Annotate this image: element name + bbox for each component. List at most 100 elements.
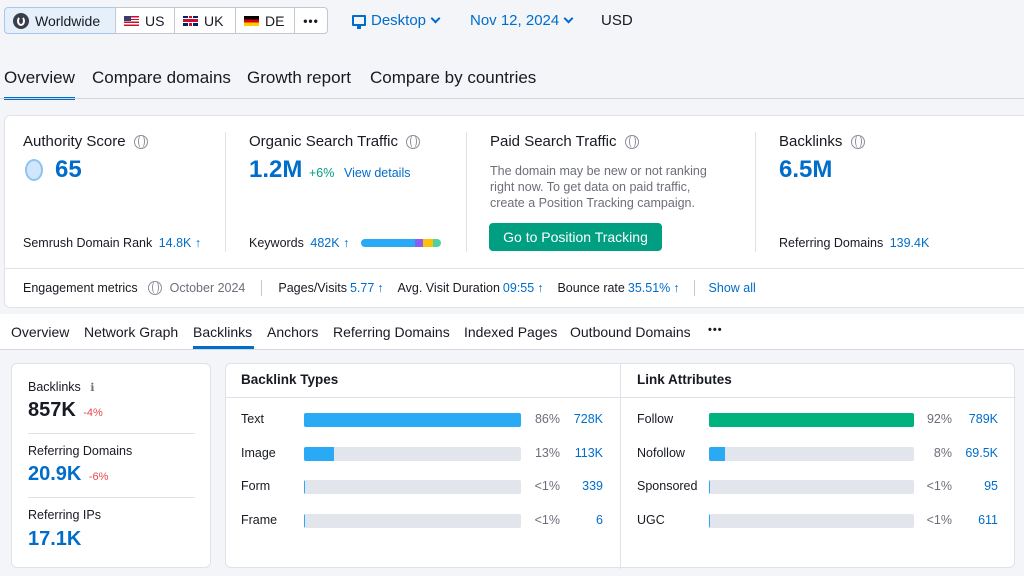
info-globe-icon[interactable] [133,135,148,150]
bounce-rate-value: 35.51% [627,281,671,295]
referring-domains-stat: Referring Domains 139.4K [779,236,930,250]
visit-duration-label: Avg. Visit Duration [397,281,500,295]
desktop-icon [352,15,366,29]
globe-icon [13,12,29,29]
show-all-link[interactable]: Show all [708,281,756,295]
arrow-up-icon: ↑ [537,281,544,295]
distribution-card [225,363,1016,569]
authority-score-circle-icon [25,159,43,181]
sub-tab-indexed-pages[interactable]: Indexed Pages [464,324,558,340]
sub-tab-anchors[interactable]: Anchors [267,324,319,340]
backlink-type-count[interactable]: 6 [596,512,603,527]
stat-referring-ips-value[interactable]: 17.1K [28,528,82,550]
sub-tab-backlinks[interactable]: Backlinks [193,324,253,340]
arrow-up-icon: ↑ [673,281,680,295]
backlink-type-count[interactable]: 113K [574,445,603,460]
us-flag-icon [124,15,139,26]
chevron-down-icon [563,13,574,24]
link-attribute-bar-fill [709,446,726,461]
device-select[interactable]: Desktop [352,12,441,29]
database-worldwide[interactable]: Worldwide [4,7,116,34]
database-worldwide-label: Worldwide [35,12,101,29]
more-icon: ••• [303,13,319,28]
link-attribute-count[interactable]: 69.5K [965,445,998,460]
link-attribute-bar-track [709,413,914,427]
backlink-type-label: Text [241,412,264,426]
link-attribute-bar-fill [709,513,711,528]
domain-rank-value[interactable]: 14.8K [158,236,192,250]
info-icon[interactable]: ℹ [90,382,95,394]
link-attribute-count[interactable]: 611 [978,512,998,527]
backlink-type-bar-fill [304,480,306,494]
date-select[interactable]: Nov 12, 2024 [470,12,574,29]
sub-tabs-bar [0,314,1024,350]
tab-compare-domains[interactable]: Compare domains [92,68,231,87]
database-de[interactable]: DE [235,7,295,34]
backlink-type-percent: <1% [534,479,560,493]
sub-tab-outbound-domains[interactable]: Outbound Domains [570,324,691,340]
arrow-up-icon: ↑ [377,281,384,295]
backlink-type-bar-fill [304,513,306,528]
organic-traffic-value[interactable]: 1.2M [249,156,303,183]
link-attribute-label: Nofollow [637,445,685,460]
link-attribute-count[interactable]: 789K [968,412,998,426]
tab-compare-by-countries[interactable]: Compare by countries [370,68,537,87]
backlink-type-count[interactable]: 728K [573,412,603,426]
currency-label: USD [601,12,633,29]
link-attribute-percent: <1% [926,512,952,527]
link-attribute-bar-fill [709,480,711,494]
link-attribute-percent: 92% [926,412,952,426]
arrow-up-icon: ↑ [343,236,350,250]
link-attribute-label: Sponsored [637,479,698,493]
info-globe-icon[interactable] [624,135,639,150]
keywords-distribution-bar [361,239,441,247]
pages-visits-label: Pages/Visits [278,281,347,295]
database-us[interactable]: US [115,7,175,34]
database-more-button[interactable]: ••• [294,7,328,34]
backlink-type-label: Form [241,479,271,493]
sub-tab-network-graph[interactable]: Network Graph [84,324,179,340]
de-flag-icon [244,15,259,26]
link-attribute-label: Follow [637,412,674,426]
database-de-label: DE [265,12,285,29]
view-details-link[interactable]: View details [344,166,411,180]
stat-referring-domains-label: Referring Domains [28,444,133,458]
engagement-label: Engagement metrics [23,281,138,295]
link-attributes-title: Link Attributes [637,372,732,387]
paid-traffic-label: Paid Search Traffic [490,133,639,150]
authority-score-value[interactable]: 65 [55,156,82,183]
device-label: Desktop [371,12,427,29]
link-attribute-percent: 8% [933,445,952,460]
info-globe-icon[interactable] [850,135,865,150]
stat-backlinks-change: -4% [83,407,103,419]
date-label: Nov 12, 2024 [470,12,560,29]
backlink-type-bar-fill [304,413,521,427]
sub-tab-overview[interactable]: Overview [11,324,70,340]
backlink-type-percent: 13% [534,445,560,460]
go-to-position-tracking-button[interactable]: Go to Position Tracking [489,223,662,251]
sub-tab-referring-domains[interactable]: Referring Domains [333,324,450,340]
keywords-value[interactable]: 482K [310,236,340,250]
backlink-type-label: Image [241,445,276,460]
tabs-divider [0,98,1024,99]
stat-referring-ips-label: Referring IPs [28,508,101,522]
tab-growth-report[interactable]: Growth report [247,68,351,87]
link-attribute-bar-track [709,446,914,461]
backlink-type-bar-track [304,446,521,461]
link-attribute-count[interactable]: 95 [984,479,998,493]
tab-overview[interactable]: Overview [4,68,75,100]
backlinks-value[interactable]: 6.5M [779,156,833,183]
sub-tab-more-button[interactable]: ••• [708,324,723,336]
organic-traffic-label: Organic Search Traffic [249,133,421,150]
divider [261,280,263,296]
link-attribute-percent: <1% [926,479,952,493]
referring-domains-value[interactable]: 139.4K [889,236,930,250]
database-uk[interactable]: UK [174,7,236,34]
info-globe-icon[interactable] [147,281,162,295]
backlink-type-bar-track [304,513,521,528]
stat-referring-domains-change: -6% [88,471,109,483]
stat-backlinks-label: Backlinks ℹ [28,380,95,394]
pages-visits-value: 5.77 [349,281,375,295]
info-globe-icon[interactable] [406,135,421,150]
backlink-type-count[interactable]: 339 [582,479,603,493]
